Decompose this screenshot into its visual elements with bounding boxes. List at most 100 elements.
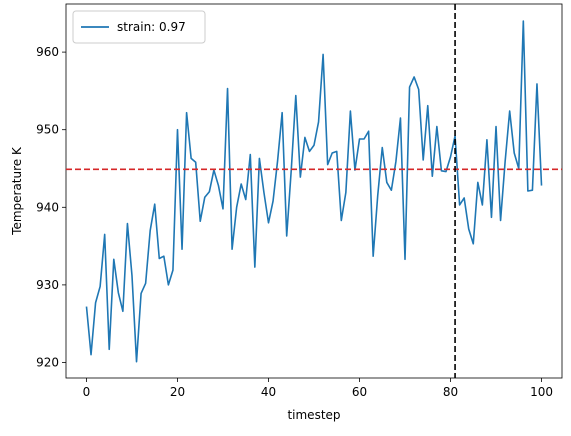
data-point bbox=[313, 144, 315, 146]
data-point bbox=[254, 266, 256, 268]
data-point bbox=[295, 95, 297, 97]
data-point bbox=[218, 185, 220, 187]
data-point bbox=[231, 248, 233, 250]
data-point bbox=[181, 248, 183, 250]
data-point bbox=[177, 129, 179, 131]
data-point bbox=[491, 217, 493, 219]
data-point bbox=[131, 275, 133, 277]
data-point bbox=[486, 139, 488, 141]
data-point bbox=[281, 112, 283, 114]
data-point bbox=[236, 206, 238, 208]
data-point bbox=[495, 126, 497, 128]
data-point bbox=[427, 105, 429, 107]
x-tick-label: 40 bbox=[261, 385, 276, 399]
data-point bbox=[263, 192, 265, 194]
data-point bbox=[331, 152, 333, 154]
y-axis-ticks: 920 930 940 950 960 bbox=[36, 45, 66, 369]
data-point bbox=[118, 292, 120, 294]
data-point bbox=[99, 286, 101, 288]
legend-box bbox=[72, 10, 206, 44]
data-point bbox=[127, 223, 129, 225]
legend: strain: 0.97 bbox=[72, 10, 206, 44]
data-point bbox=[341, 220, 343, 222]
data-point bbox=[409, 86, 411, 88]
data-point bbox=[513, 152, 515, 154]
y-tick-label: 920 bbox=[36, 355, 59, 369]
data-point bbox=[472, 243, 474, 245]
data-point bbox=[199, 220, 201, 222]
data-point bbox=[482, 204, 484, 206]
data-point bbox=[463, 197, 465, 199]
data-point bbox=[372, 255, 374, 257]
data-point bbox=[145, 283, 147, 285]
data-point bbox=[140, 293, 142, 295]
data-point bbox=[400, 117, 402, 119]
x-axis-ticks: 0 20 40 60 80 100 bbox=[83, 378, 553, 399]
data-point bbox=[386, 182, 388, 184]
data-point bbox=[277, 160, 279, 162]
x-tick-label: 60 bbox=[352, 385, 367, 399]
data-point bbox=[381, 147, 383, 149]
data-point bbox=[468, 228, 470, 230]
data-point bbox=[436, 126, 438, 128]
data-point bbox=[450, 156, 452, 158]
data-point bbox=[95, 302, 97, 304]
data-point bbox=[322, 54, 324, 56]
y-tick-label: 950 bbox=[36, 123, 59, 137]
data-point bbox=[227, 88, 229, 90]
data-point bbox=[368, 130, 370, 132]
data-point bbox=[122, 310, 124, 312]
y-tick-label: 930 bbox=[36, 278, 59, 292]
data-point bbox=[418, 89, 420, 91]
data-point bbox=[113, 258, 115, 260]
data-point bbox=[136, 361, 138, 363]
data-point bbox=[413, 76, 415, 78]
data-point bbox=[186, 112, 188, 114]
legend-label: strain: 0.97 bbox=[117, 20, 186, 34]
data-point bbox=[432, 175, 434, 177]
data-point bbox=[172, 269, 174, 271]
data-point bbox=[268, 222, 270, 224]
data-point bbox=[222, 208, 224, 210]
data-point bbox=[327, 164, 329, 166]
data-point bbox=[422, 159, 424, 161]
data-point bbox=[272, 200, 274, 202]
data-point bbox=[504, 161, 506, 163]
data-point bbox=[154, 203, 156, 205]
data-point bbox=[363, 138, 365, 140]
data-point bbox=[500, 220, 502, 222]
data-point bbox=[259, 158, 261, 160]
y-tick-label: 960 bbox=[36, 45, 59, 59]
y-axis-label: Temperature K bbox=[10, 146, 24, 236]
y-tick-label: 940 bbox=[36, 200, 59, 214]
data-point bbox=[345, 192, 347, 194]
data-point bbox=[404, 258, 406, 260]
data-point bbox=[477, 182, 479, 184]
data-point bbox=[395, 161, 397, 163]
data-point bbox=[350, 110, 352, 112]
data-point bbox=[195, 161, 197, 163]
data-point bbox=[286, 235, 288, 237]
data-point bbox=[90, 354, 92, 356]
data-point bbox=[459, 204, 461, 206]
data-point bbox=[509, 110, 511, 112]
data-point bbox=[209, 191, 211, 193]
data-point bbox=[445, 171, 447, 173]
data-point bbox=[391, 189, 393, 191]
plot-frame bbox=[65, 3, 563, 379]
data-point bbox=[309, 151, 311, 153]
data-point bbox=[336, 151, 338, 153]
data-point bbox=[304, 137, 306, 139]
data-point bbox=[249, 154, 251, 156]
data-point bbox=[240, 183, 242, 185]
data-point bbox=[318, 121, 320, 123]
data-point bbox=[190, 158, 192, 160]
data-point bbox=[104, 234, 106, 236]
data-point bbox=[532, 189, 534, 191]
data-point bbox=[163, 255, 165, 257]
plot-area bbox=[66, 4, 562, 378]
data-point bbox=[536, 83, 538, 85]
data-point bbox=[149, 230, 151, 232]
data-point bbox=[527, 190, 529, 192]
